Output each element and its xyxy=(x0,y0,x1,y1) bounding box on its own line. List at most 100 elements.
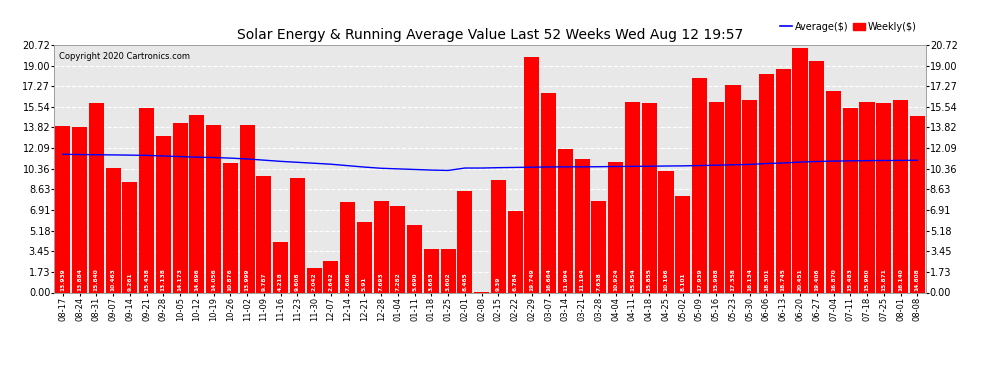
Bar xyxy=(608,162,624,292)
Bar xyxy=(893,100,908,292)
Text: 10.463: 10.463 xyxy=(111,268,116,291)
Text: 15.988: 15.988 xyxy=(714,268,719,291)
Bar xyxy=(106,168,121,292)
Bar xyxy=(341,202,355,292)
Bar xyxy=(525,57,540,292)
Bar xyxy=(809,61,825,292)
Text: 2.642: 2.642 xyxy=(329,272,334,291)
Bar xyxy=(776,69,791,292)
Text: 9.787: 9.787 xyxy=(261,272,266,291)
Text: 15.871: 15.871 xyxy=(881,268,886,291)
Text: 14.056: 14.056 xyxy=(211,268,216,291)
Text: 6.784: 6.784 xyxy=(513,272,518,291)
Text: 17.358: 17.358 xyxy=(731,268,736,291)
Text: 14.173: 14.173 xyxy=(177,268,182,291)
Text: 13.884: 13.884 xyxy=(77,268,82,291)
Bar xyxy=(726,85,741,292)
Text: 7.693: 7.693 xyxy=(378,272,384,291)
Bar xyxy=(72,127,87,292)
Bar xyxy=(591,201,607,292)
Bar xyxy=(206,124,221,292)
Text: 9.39: 9.39 xyxy=(496,276,501,291)
Text: 7.282: 7.282 xyxy=(395,272,400,291)
Bar xyxy=(876,103,891,292)
Text: 5.690: 5.690 xyxy=(412,272,417,291)
Text: 19.406: 19.406 xyxy=(814,268,820,291)
Text: 8.101: 8.101 xyxy=(680,272,685,291)
Text: 14.896: 14.896 xyxy=(194,268,199,291)
Bar xyxy=(792,48,808,292)
Text: 16.664: 16.664 xyxy=(546,268,551,291)
Text: 11.194: 11.194 xyxy=(580,268,585,291)
Bar xyxy=(508,211,523,292)
Bar xyxy=(574,159,590,292)
Text: 16.140: 16.140 xyxy=(898,268,903,291)
Text: 2.042: 2.042 xyxy=(312,272,317,291)
Bar xyxy=(407,225,422,292)
Bar xyxy=(457,191,472,292)
Bar xyxy=(256,176,271,292)
Bar xyxy=(307,268,322,292)
Bar xyxy=(542,93,556,292)
Bar xyxy=(742,100,757,292)
Text: 13.138: 13.138 xyxy=(160,268,166,291)
Bar xyxy=(675,196,690,292)
Text: 14.808: 14.808 xyxy=(915,268,920,291)
Text: 4.218: 4.218 xyxy=(278,272,283,291)
Legend: Average($), Weekly($): Average($), Weekly($) xyxy=(776,18,921,36)
Bar xyxy=(189,115,204,292)
Text: 15.438: 15.438 xyxy=(145,268,149,291)
Text: 3.663: 3.663 xyxy=(429,272,434,291)
Bar xyxy=(390,206,406,292)
Text: 3.602: 3.602 xyxy=(446,272,450,291)
Bar xyxy=(290,178,305,292)
Bar xyxy=(859,102,874,292)
Bar xyxy=(223,163,238,292)
Title: Solar Energy & Running Average Value Last 52 Weeks Wed Aug 12 19:57: Solar Energy & Running Average Value Las… xyxy=(237,28,743,42)
Bar xyxy=(172,123,188,292)
Bar xyxy=(759,74,774,292)
Text: 9.608: 9.608 xyxy=(295,272,300,291)
Text: 15.483: 15.483 xyxy=(847,268,852,291)
Text: 18.301: 18.301 xyxy=(764,268,769,291)
Text: 10.196: 10.196 xyxy=(663,268,668,291)
Text: 13.999: 13.999 xyxy=(245,268,249,291)
Text: 7.606: 7.606 xyxy=(346,272,350,291)
Text: 10.924: 10.924 xyxy=(613,268,618,291)
Bar xyxy=(658,171,673,292)
Text: 20.451: 20.451 xyxy=(798,268,803,291)
Text: 15.840: 15.840 xyxy=(94,268,99,291)
Text: 17.939: 17.939 xyxy=(697,268,702,291)
Text: 18.745: 18.745 xyxy=(781,268,786,291)
Bar xyxy=(123,182,138,292)
Bar xyxy=(625,102,640,292)
Text: 9.261: 9.261 xyxy=(128,272,133,291)
Bar xyxy=(709,102,724,292)
Bar xyxy=(89,103,104,292)
Text: 5.91: 5.91 xyxy=(362,276,367,291)
Bar xyxy=(558,149,573,292)
Text: 10.876: 10.876 xyxy=(228,268,233,291)
Text: 13.939: 13.939 xyxy=(60,268,65,291)
Text: 11.994: 11.994 xyxy=(563,268,568,291)
Bar xyxy=(324,261,339,292)
Text: Copyright 2020 Cartronics.com: Copyright 2020 Cartronics.com xyxy=(58,53,190,62)
Bar xyxy=(155,136,171,292)
Bar xyxy=(910,116,925,292)
Bar xyxy=(642,103,656,292)
Bar xyxy=(826,91,842,292)
Text: 15.954: 15.954 xyxy=(630,268,635,291)
Bar xyxy=(55,126,70,292)
Bar xyxy=(273,242,288,292)
Bar xyxy=(441,249,455,292)
Bar xyxy=(240,125,254,292)
Text: 7.638: 7.638 xyxy=(596,272,602,291)
Bar xyxy=(139,108,154,292)
Text: 15.980: 15.980 xyxy=(864,268,869,291)
Text: 8.465: 8.465 xyxy=(462,272,467,291)
Text: 19.749: 19.749 xyxy=(530,268,535,291)
Text: 16.870: 16.870 xyxy=(831,268,836,291)
Bar xyxy=(491,180,506,292)
Bar xyxy=(842,108,857,292)
Text: 16.134: 16.134 xyxy=(747,268,752,291)
